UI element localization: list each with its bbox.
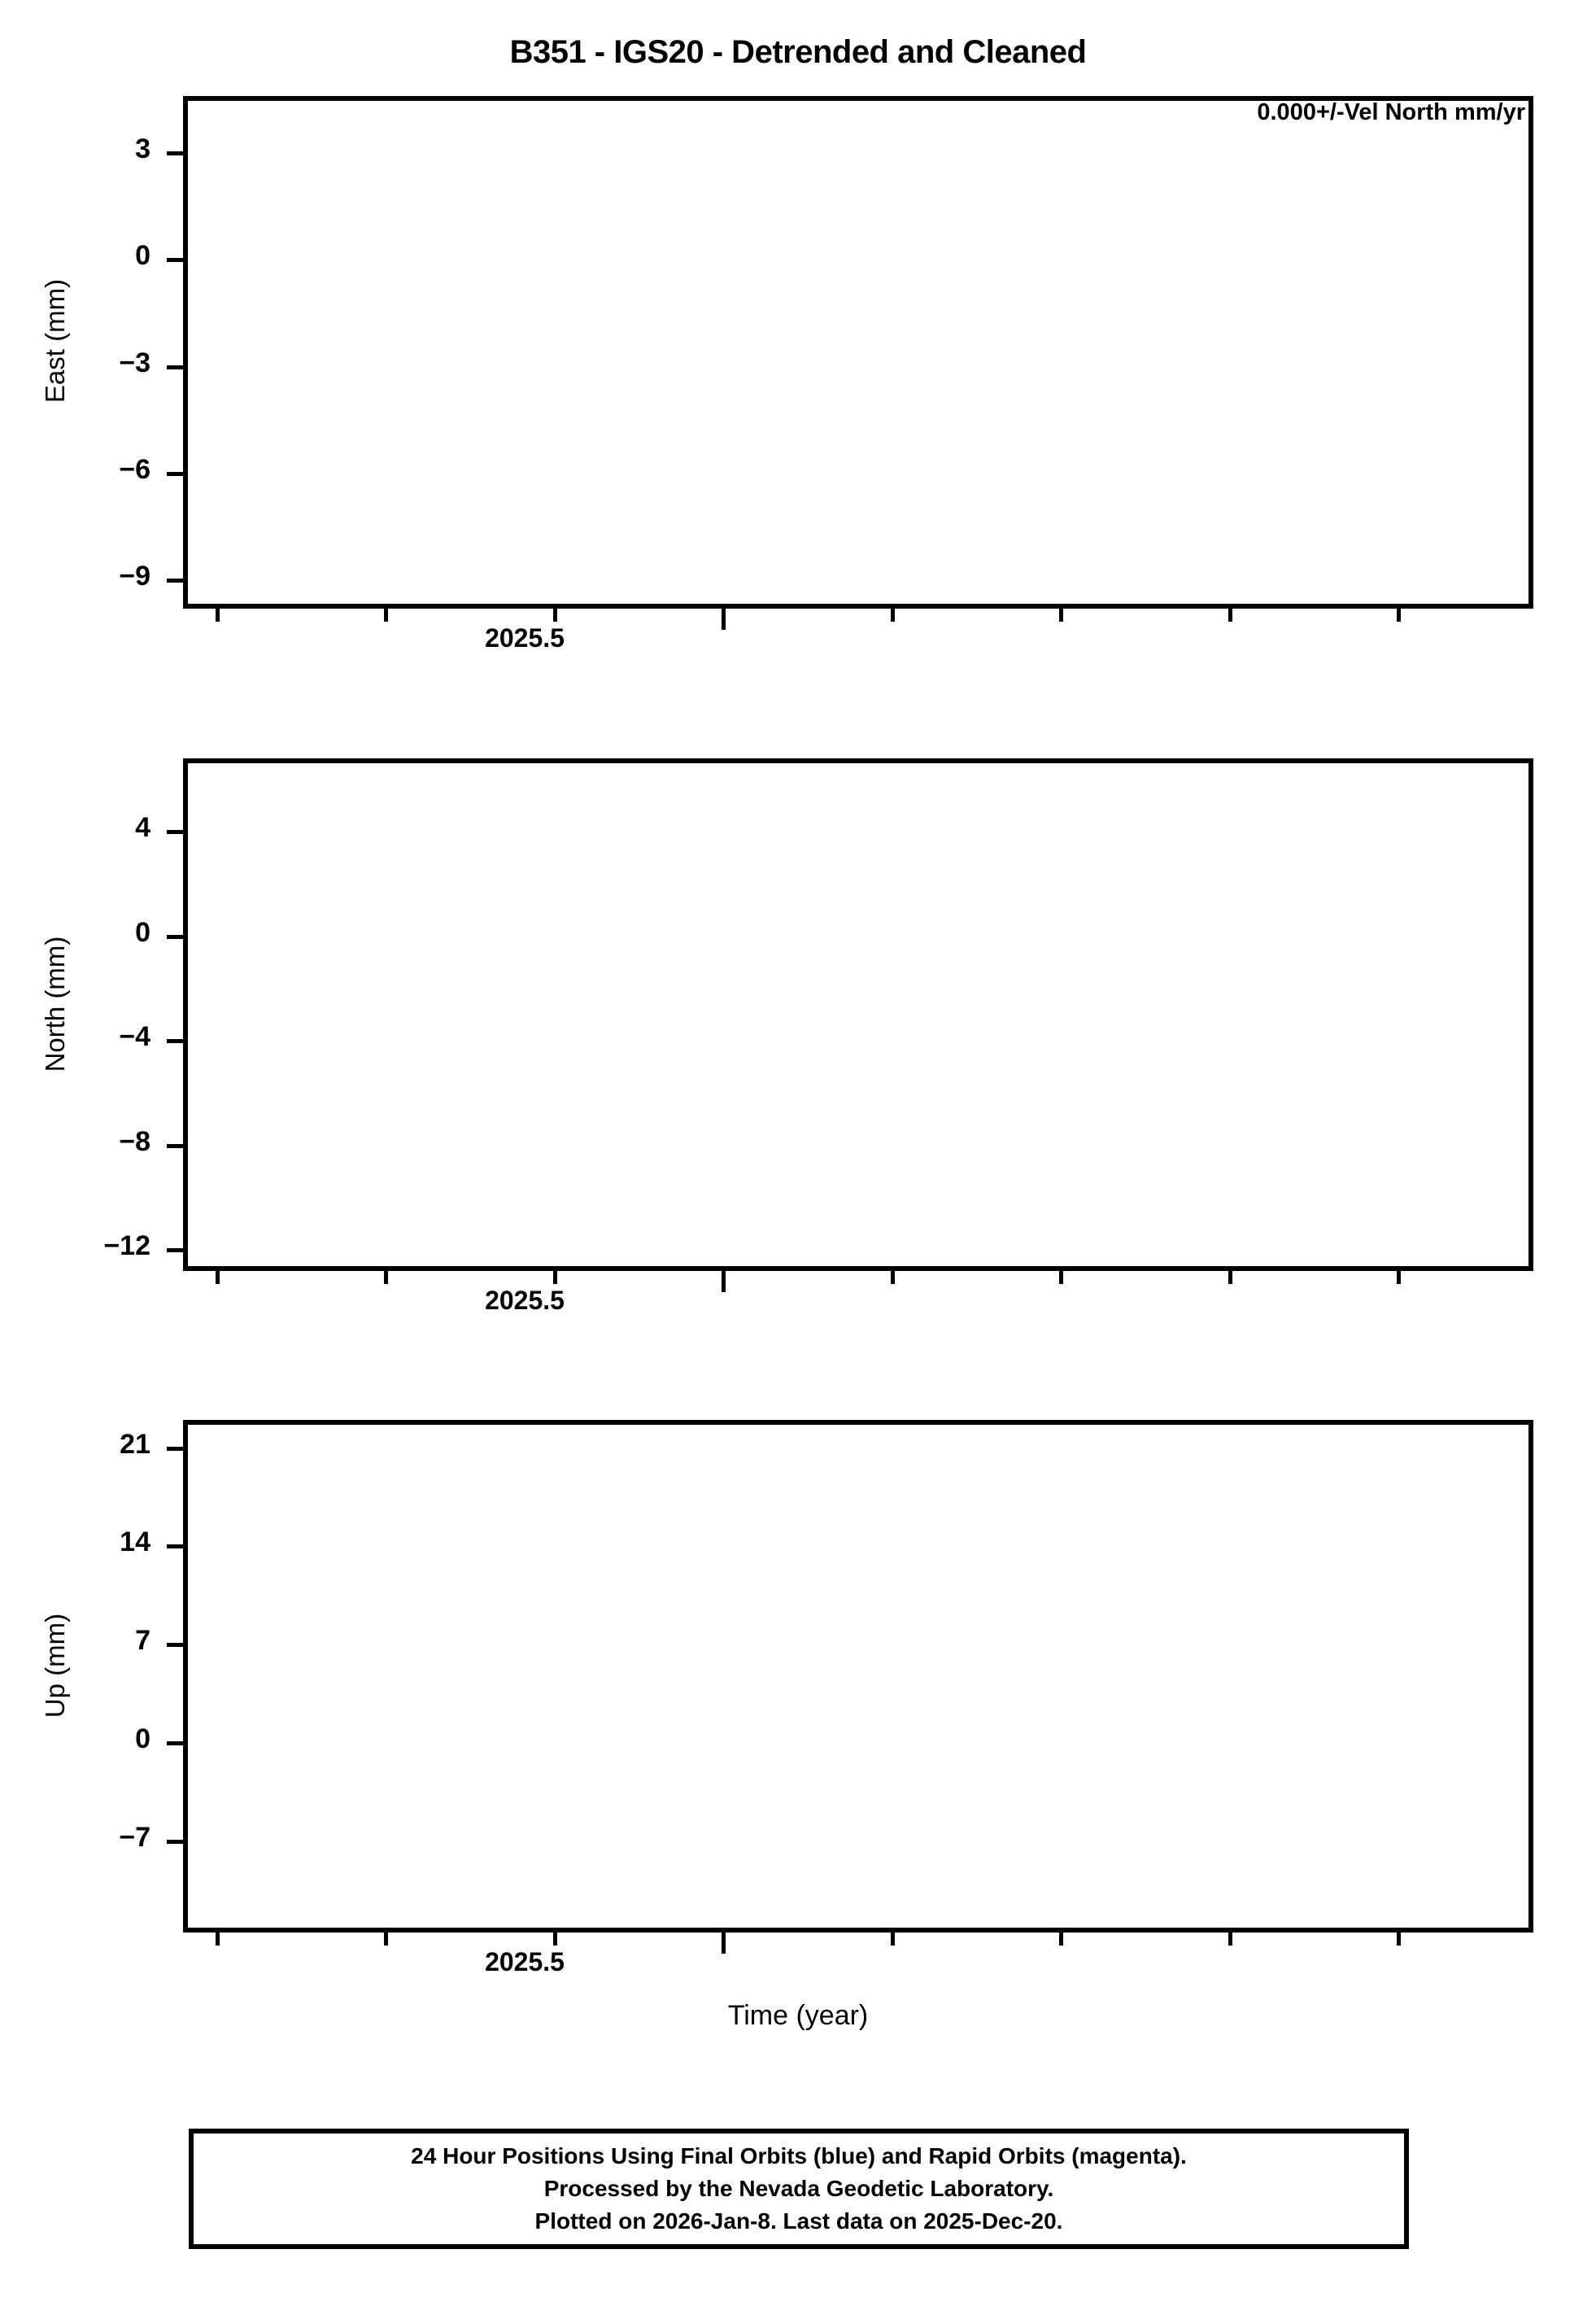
panel-north: [183, 758, 1533, 1271]
footer-caption-box: 24 Hour Positions Using Final Orbits (bl…: [189, 2129, 1409, 2249]
plot-frame-east: [183, 96, 1533, 609]
y-tick-label: −6: [119, 453, 150, 485]
panel-east: [183, 96, 1533, 609]
x-tick-mark-minor: [552, 1933, 557, 1946]
velocity-annotation: 0.000+/-Vel North mm/yr: [1257, 99, 1525, 125]
y-tick-label: −9: [119, 561, 150, 592]
x-tick-mark-minor: [1228, 609, 1232, 622]
y-tick-mark: [167, 1740, 183, 1745]
page-title: B351 - IGS20 - Detrended and Cleaned: [509, 34, 1087, 70]
y-tick-mark: [167, 1839, 183, 1844]
y-tick-mark: [167, 1643, 183, 1648]
x-tick-label-east: 2025.5: [485, 623, 565, 653]
x-tick-mark-minor: [552, 609, 557, 622]
y-tick-label: 21: [120, 1428, 150, 1460]
y-tick-label: −3: [119, 347, 150, 378]
y-tick-mark: [167, 471, 183, 476]
y-tick-label: 14: [120, 1526, 150, 1558]
x-tick-mark-minor: [1228, 1271, 1232, 1284]
y-tick-mark: [167, 258, 183, 263]
y-tick-label: −8: [119, 1125, 150, 1157]
y-tick-label: 0: [135, 1723, 150, 1754]
y-tick-mark: [167, 579, 183, 583]
y-tick-label: −7: [119, 1821, 150, 1853]
y-tick-label: −4: [119, 1021, 150, 1053]
y-tick-mark: [167, 830, 183, 834]
x-tick-mark-minor: [384, 1271, 388, 1284]
panel-up: [183, 1420, 1533, 1933]
y-tick-label: −12: [103, 1230, 150, 1262]
x-tick-label-up: 2025.5: [485, 1947, 565, 1976]
y-tick-mark: [167, 1446, 183, 1451]
x-tick-mark-minor: [890, 1271, 895, 1284]
x-tick-mark-minor: [1228, 1933, 1232, 1946]
x-tick-mark-minor: [552, 1271, 557, 1284]
footer-line-3: Plotted on 2026-Jan-8. Last data on 2025…: [534, 2208, 1063, 2234]
x-tick-mark-minor: [384, 609, 388, 622]
y-tick-label: 0: [135, 240, 150, 272]
y-tick-label: 7: [135, 1625, 150, 1657]
x-tick-mark-minor: [215, 1933, 220, 1946]
x-tick-mark-minor: [1059, 609, 1063, 622]
y-tick-label: 4: [135, 812, 150, 843]
x-axis-title: Time (year): [727, 2000, 869, 2031]
y-tick-label: 3: [135, 133, 150, 164]
plot-frame-north: [183, 758, 1533, 1271]
x-tick-mark-major: [722, 609, 726, 630]
x-tick-mark-minor: [215, 1271, 220, 1284]
y-tick-mark: [167, 365, 183, 369]
x-tick-mark-minor: [1397, 1271, 1401, 1284]
x-tick-mark-minor: [1059, 1933, 1063, 1946]
y-tick-mark: [167, 1544, 183, 1549]
footer-line-1: 24 Hour Positions Using Final Orbits (bl…: [411, 2143, 1187, 2169]
y-tick-label: 0: [135, 916, 150, 948]
x-tick-mark-minor: [1397, 1933, 1401, 1946]
x-tick-mark-minor: [890, 1933, 895, 1946]
y-tick-mark: [167, 1039, 183, 1044]
y-tick-mark: [167, 1143, 183, 1148]
x-tick-mark-major: [722, 1933, 726, 1954]
x-tick-mark-minor: [215, 609, 220, 622]
x-tick-mark-minor: [890, 609, 895, 622]
x-tick-mark-minor: [1059, 1271, 1063, 1284]
x-tick-mark-major: [722, 1271, 726, 1292]
x-tick-label-north: 2025.5: [485, 1286, 565, 1315]
footer-line-2: Processed by the Nevada Geodetic Laborat…: [543, 2176, 1054, 2202]
y-tick-mark: [167, 151, 183, 155]
y-tick-mark: [167, 934, 183, 939]
plot-frame-up: [183, 1420, 1533, 1933]
x-tick-mark-minor: [1397, 609, 1401, 622]
x-tick-mark-minor: [384, 1933, 388, 1946]
y-tick-mark: [167, 1248, 183, 1253]
